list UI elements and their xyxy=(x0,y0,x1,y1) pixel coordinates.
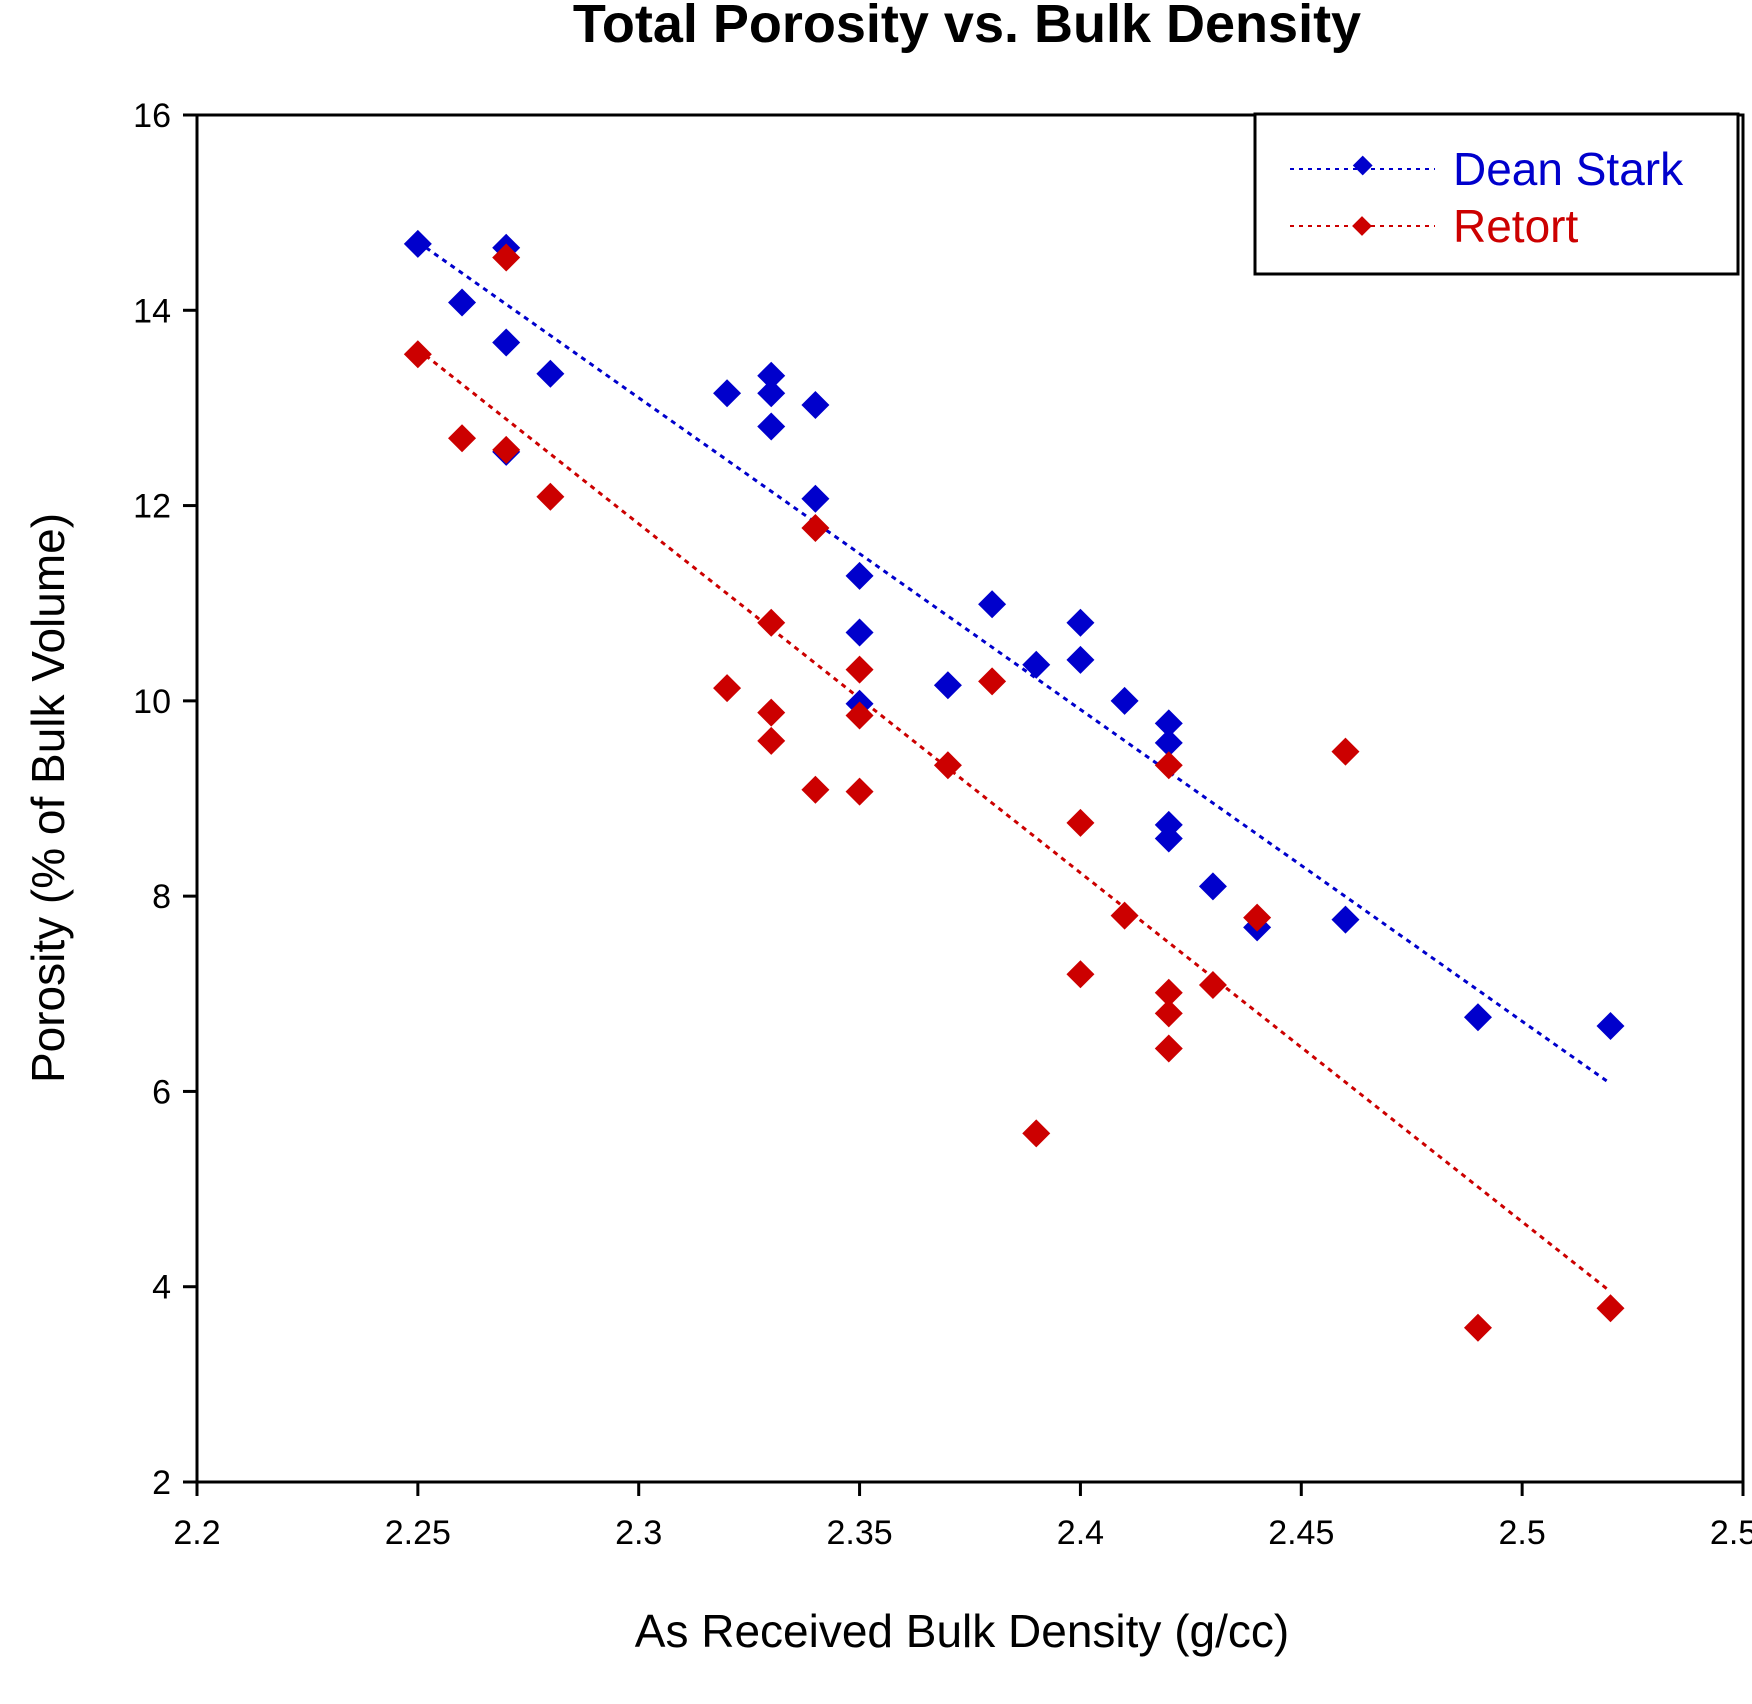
data-point-retort xyxy=(845,701,874,730)
x-tick-label: 2.3 xyxy=(615,1514,662,1552)
x-tick-label: 2.5 xyxy=(1499,1514,1546,1552)
data-point-dean-stark xyxy=(757,412,786,441)
x-tick-label: 2.45 xyxy=(1268,1514,1334,1552)
data-point-retort xyxy=(1066,808,1095,837)
y-tick-label: 6 xyxy=(152,1073,171,1111)
y-axis-label: Porosity (% of Bulk Volume) xyxy=(22,513,74,1083)
data-point-retort xyxy=(1331,737,1360,766)
data-point-retort xyxy=(757,726,786,755)
x-axis-label: As Received Bulk Density (g/cc) xyxy=(635,1605,1289,1657)
y-tick-label: 14 xyxy=(133,292,171,330)
data-point-dean-stark xyxy=(978,590,1007,619)
data-point-dean-stark xyxy=(713,379,742,408)
data-point-retort xyxy=(1198,970,1227,999)
data-point-retort xyxy=(536,482,565,511)
data-point-dean-stark xyxy=(757,361,786,390)
trendline-retort xyxy=(416,348,1612,1293)
data-point-retort xyxy=(978,667,1007,696)
data-point-dean-stark xyxy=(1022,650,1051,679)
data-point-dean-stark xyxy=(933,671,962,700)
data-point-retort xyxy=(1154,1034,1183,1063)
chart-title: Total Porosity vs. Bulk Density xyxy=(573,0,1361,54)
data-point-retort xyxy=(492,435,521,464)
x-tick-label: 2.55 xyxy=(1710,1514,1752,1552)
legend-marker-retort xyxy=(1352,216,1372,236)
data-point-retort xyxy=(1066,960,1095,989)
data-point-dean-stark xyxy=(1198,872,1227,901)
data-point-retort xyxy=(448,424,477,453)
x-tick-label: 2.4 xyxy=(1057,1514,1104,1552)
data-point-retort xyxy=(1110,901,1139,930)
x-tick-label: 2.35 xyxy=(826,1514,892,1552)
data-point-retort xyxy=(1154,978,1183,1007)
data-point-retort xyxy=(933,751,962,780)
trendline-dean-stark xyxy=(416,240,1612,1085)
data-point-dean-stark xyxy=(757,379,786,408)
data-point-dean-stark xyxy=(448,288,477,317)
data-point-dean-stark xyxy=(1154,728,1183,757)
data-point-retort xyxy=(713,674,742,703)
plot-area: 2.2 2.25 2.3 2.35 2.4 2.45 2.5 2.55 2 4 6 8 10 12 14 16 xyxy=(133,97,1752,1552)
x-tick-label: 2.2 xyxy=(173,1514,220,1552)
data-point-retort xyxy=(757,698,786,727)
data-point-retort xyxy=(1022,1119,1051,1148)
legend-label-dean-stark: Dean Stark xyxy=(1453,143,1684,195)
data-point-dean-stark xyxy=(536,359,565,388)
data-point-retort xyxy=(492,243,521,272)
data-point-dean-stark xyxy=(1154,709,1183,738)
data-point-retort xyxy=(845,655,874,684)
data-point-retort xyxy=(1154,751,1183,780)
data-point-dean-stark xyxy=(845,561,874,590)
legend-box xyxy=(1253,112,1740,276)
data-point-dean-stark xyxy=(1463,1003,1492,1032)
data-point-retort xyxy=(1596,1294,1625,1323)
data-point-dean-stark xyxy=(1154,824,1183,853)
y-tick-label: 8 xyxy=(152,878,171,916)
y-tick-label: 4 xyxy=(152,1269,171,1307)
data-point-dean-stark xyxy=(1110,686,1139,715)
y-tick-label: 2 xyxy=(152,1464,171,1502)
data-point-dean-stark xyxy=(1066,608,1095,637)
y-tick-label: 16 xyxy=(133,97,171,135)
data-point-retort xyxy=(757,608,786,637)
plot-frame xyxy=(195,113,1745,1484)
data-point-retort xyxy=(1154,999,1183,1028)
data-point-dean-stark xyxy=(492,328,521,357)
data-point-dean-stark xyxy=(1596,1012,1625,1041)
legend-label-retort: Retort xyxy=(1453,200,1578,252)
y-tick-label: 12 xyxy=(133,488,171,526)
data-point-retort xyxy=(1243,903,1272,932)
legend: Dean Stark Retort xyxy=(1253,112,1740,276)
data-point-dean-stark xyxy=(403,229,432,258)
y-tick-label: 10 xyxy=(133,683,171,721)
data-point-retort xyxy=(403,340,432,369)
data-point-dean-stark xyxy=(801,484,830,513)
x-tick-label: 2.25 xyxy=(385,1514,451,1552)
data-point-dean-stark xyxy=(1066,645,1095,674)
data-point-dean-stark xyxy=(801,390,830,419)
data-point-dean-stark xyxy=(845,618,874,647)
data-point-dean-stark xyxy=(1331,905,1360,934)
data-point-retort xyxy=(801,775,830,804)
data-point-retort xyxy=(801,514,830,543)
data-point-retort xyxy=(845,777,874,806)
data-point-retort xyxy=(1463,1313,1492,1342)
